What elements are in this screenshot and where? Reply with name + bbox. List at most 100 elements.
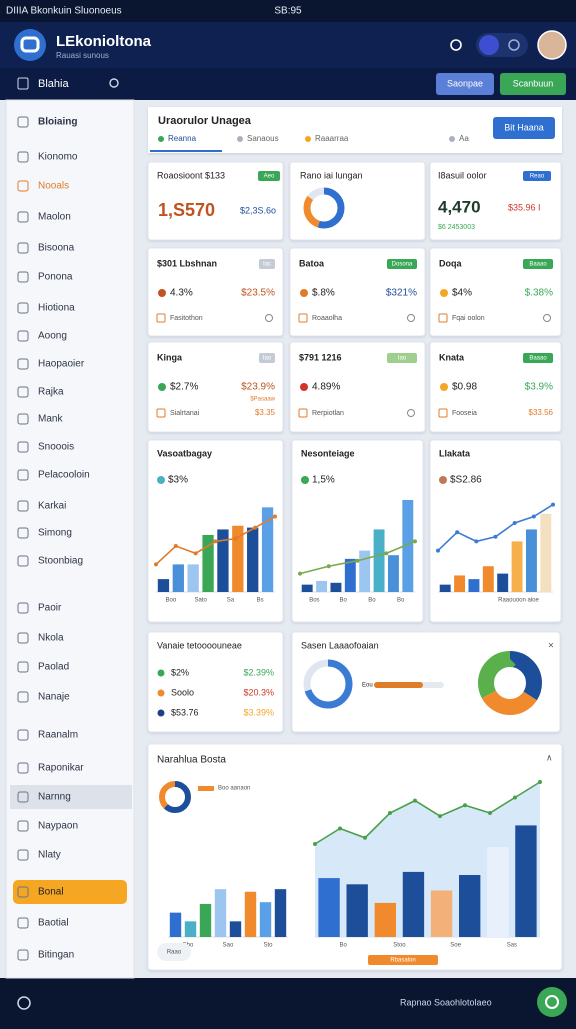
nav-item[interactable]: Bitingan	[38, 950, 74, 961]
label: 4.3%	[170, 288, 193, 299]
close[interactable]: ×	[548, 641, 554, 652]
label: $23.5%	[241, 288, 275, 299]
primary-button[interactable]	[493, 117, 555, 139]
toolbar-search[interactable]	[109, 78, 119, 88]
bar	[217, 529, 229, 592]
footer-text: Rapnao Soaohlotolaeo	[400, 997, 492, 1007]
bar	[487, 847, 509, 937]
badge	[523, 171, 551, 181]
badge-text: Iao	[263, 356, 272, 362]
donut-segment	[303, 659, 353, 709]
nav-item[interactable]: Pelacooloin	[38, 470, 90, 481]
x-label: Sbo	[183, 943, 194, 949]
nav-icon	[17, 729, 29, 741]
nav-item[interactable]: Ponona	[38, 272, 73, 283]
nav-item[interactable]: Kionomo	[38, 152, 78, 163]
line-point	[173, 544, 178, 548]
toggle-icon	[508, 39, 520, 51]
nav-item[interactable]: Nooals	[38, 181, 69, 192]
nav-icon	[17, 661, 29, 673]
label: Soolo	[171, 687, 194, 697]
avatar[interactable]	[537, 30, 567, 60]
tab-underline	[150, 150, 222, 152]
toolbar-button[interactable]	[436, 73, 494, 95]
nav-item[interactable]: Naypaon	[38, 821, 78, 832]
nav-item[interactable]: Nlaty	[38, 850, 61, 861]
nav-item[interactable]: Mank	[38, 414, 63, 425]
nav-item[interactable]: Paolad	[38, 662, 69, 673]
tab[interactable]: Reanna	[168, 134, 197, 143]
nav-item[interactable]: Narnng	[38, 792, 71, 803]
label: Kinga	[157, 352, 183, 362]
bar	[459, 875, 481, 937]
label: Fooseia	[452, 410, 477, 417]
nav-item[interactable]: Rajka	[38, 387, 64, 398]
bar	[346, 884, 368, 937]
line	[314, 781, 541, 845]
badge	[259, 353, 275, 363]
label: $3%	[168, 475, 188, 486]
tab[interactable]: Raaarraa	[315, 134, 349, 143]
label: Raao	[167, 950, 182, 956]
toolbar-button[interactable]	[500, 73, 566, 95]
label: $.38%	[525, 288, 553, 299]
label: Batoa	[299, 258, 325, 268]
collapse[interactable]: ∧	[546, 752, 553, 762]
line-point	[233, 536, 238, 541]
nav-item[interactable]: Baotial	[38, 918, 69, 929]
nav-icon	[17, 949, 29, 961]
bottom-button[interactable]	[368, 955, 438, 965]
nav-icon	[17, 211, 29, 223]
tab-icon	[449, 136, 455, 142]
line-point	[313, 842, 317, 846]
tabs-title: Uraorulor Unagea	[158, 115, 252, 127]
nav-item[interactable]: Stoonbiag	[38, 556, 83, 567]
nav-item[interactable]: Snooois	[38, 442, 74, 453]
nav-icon	[17, 886, 29, 898]
nav-item[interactable]: Bonal	[38, 887, 64, 898]
bar	[261, 507, 274, 592]
bar	[172, 564, 184, 592]
line-point	[455, 530, 460, 535]
nav-item[interactable]: Raanalm	[38, 730, 78, 741]
label: $4%	[452, 288, 472, 299]
metric-dot	[158, 383, 166, 391]
nav-item[interactable]: Paoir	[38, 603, 62, 614]
small-button[interactable]	[157, 943, 191, 961]
badge	[387, 353, 417, 363]
footer-icon	[298, 408, 308, 418]
tab[interactable]: Sanaous	[247, 134, 279, 143]
x-label: Sa	[227, 598, 235, 604]
label: $791 1216	[299, 352, 342, 362]
nav-item[interactable]: Maolon	[38, 212, 71, 223]
label: $3.9%	[525, 382, 553, 393]
line-point	[338, 826, 342, 831]
card	[289, 247, 426, 337]
nav-button[interactable]	[13, 880, 127, 904]
nav-item[interactable]: Raponikar	[38, 763, 84, 774]
search-icon[interactable]	[450, 39, 462, 51]
x-label: Stoo	[393, 943, 406, 949]
fab[interactable]	[537, 987, 567, 1017]
label: $321%	[386, 288, 417, 299]
nav-item[interactable]: Karkai	[38, 501, 66, 512]
bar	[202, 534, 214, 592]
tab-icon	[305, 136, 311, 142]
nav-icon	[17, 469, 29, 481]
label: Roaosioont $133	[157, 170, 225, 180]
nav-item[interactable]: Bloiaing	[38, 117, 77, 128]
nav-item[interactable]: Hiotiona	[38, 303, 75, 314]
nav-item[interactable]: Nanaje	[38, 692, 70, 703]
label: Knata	[439, 352, 465, 362]
nav-item[interactable]: Simong	[38, 528, 72, 539]
nav-item[interactable]: Aoong	[38, 331, 67, 342]
tab[interactable]: Aa	[459, 134, 469, 143]
nav-item[interactable]: Nkola	[38, 633, 64, 644]
bar	[515, 825, 537, 937]
nav-item[interactable]: Bisoona	[38, 243, 75, 254]
card	[289, 341, 426, 433]
label: Sasen Laaaofoaian	[301, 640, 379, 650]
badge-text: Baaao	[529, 262, 547, 268]
nav-item[interactable]: Haopaoier	[38, 359, 85, 370]
label: Boo aanaon	[218, 786, 250, 792]
